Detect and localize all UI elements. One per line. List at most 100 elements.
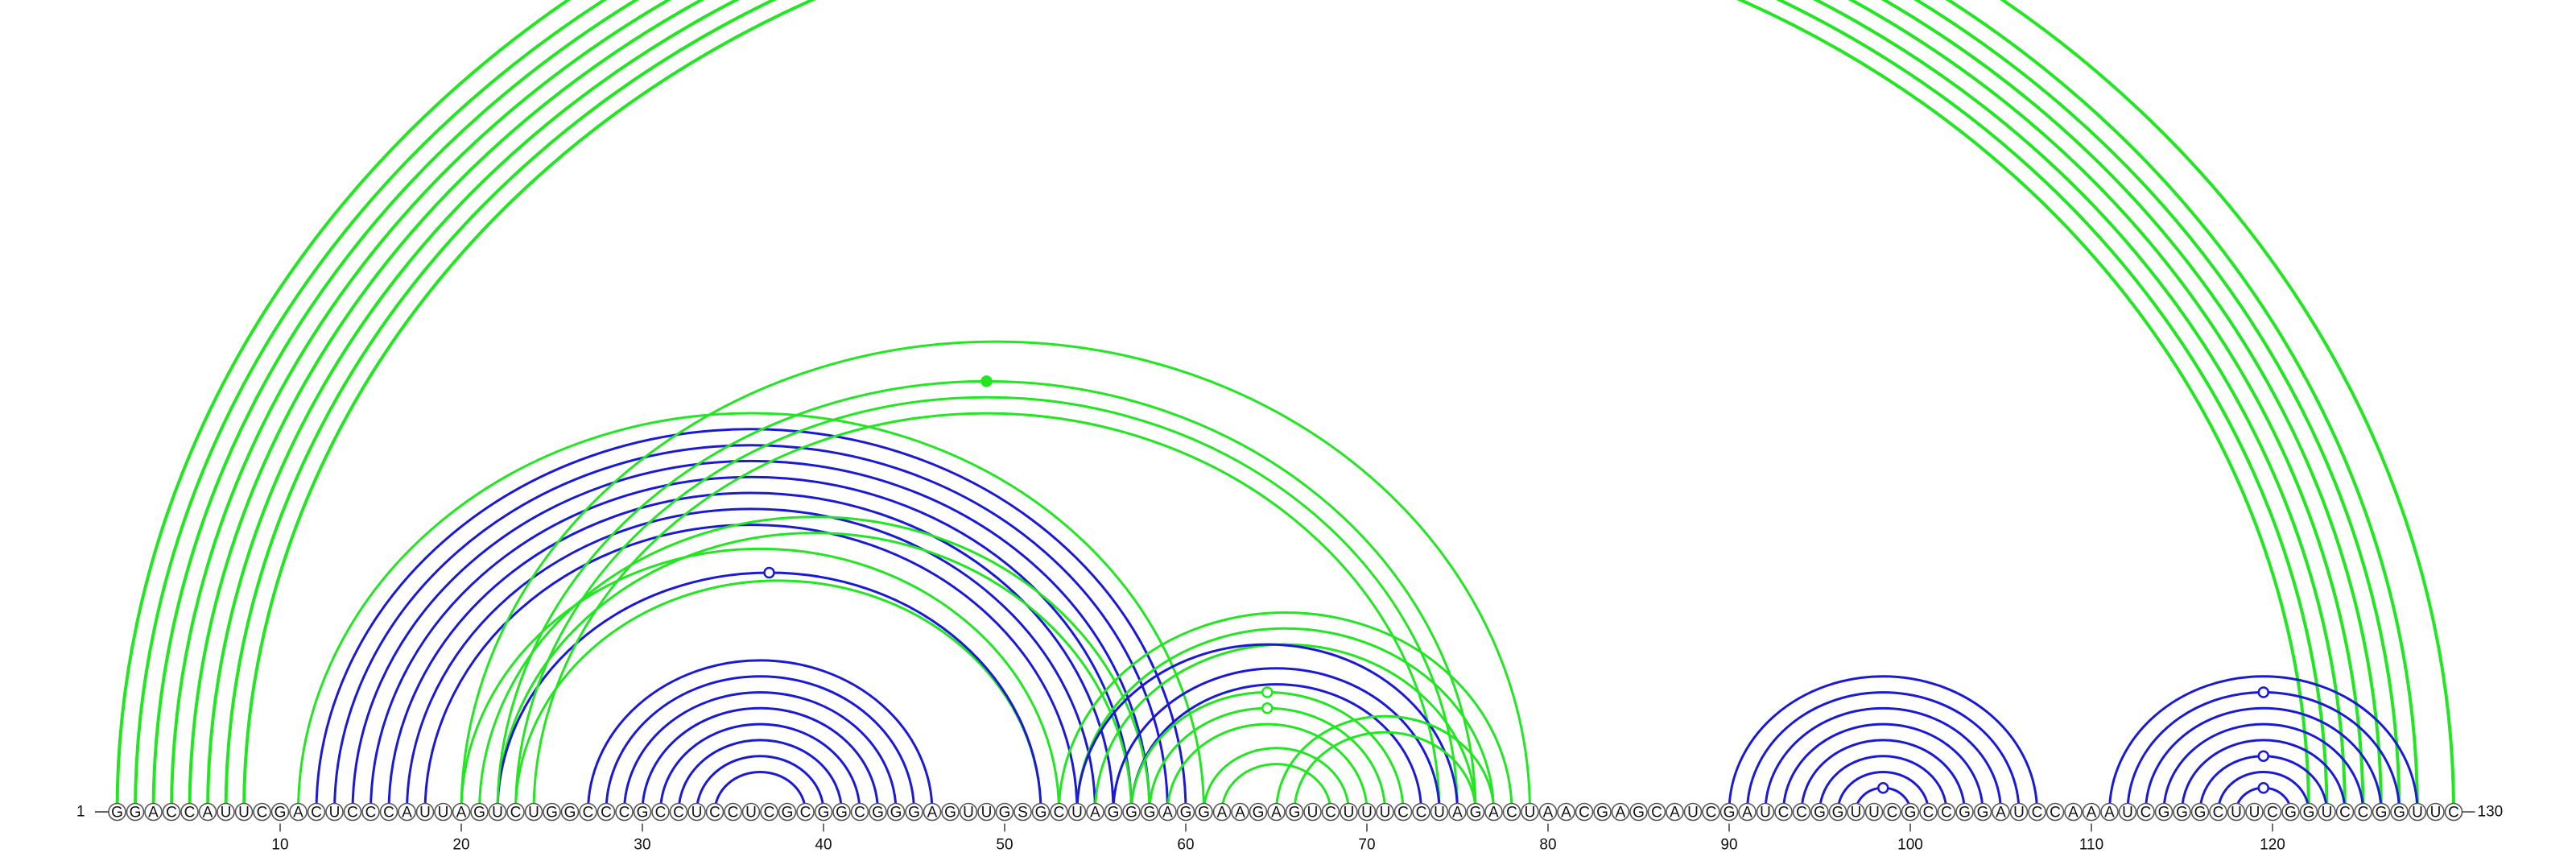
nucleotide-circle (1992, 802, 2010, 822)
nucleotide-letter: G (564, 805, 576, 822)
helix-marker (1261, 702, 1274, 714)
base-pair-arc (514, 395, 1459, 813)
position-tick-label: 30 (634, 837, 650, 854)
nucleotide-letter: U (528, 805, 539, 822)
base-pair-arc (351, 459, 1151, 813)
base-pair-arc (188, 0, 2365, 813)
nucleotide-circle (2426, 802, 2445, 822)
nucleotide: C (361, 802, 380, 822)
nucleotide-letter: A (1452, 805, 1463, 822)
nucleotide-circle (270, 802, 290, 822)
nucleotide-circle (1249, 802, 1268, 822)
nucleotide-letter: C (2358, 805, 2369, 822)
nucleotide: S (1013, 802, 1032, 822)
base-pair-arc (170, 0, 2383, 813)
nucleotide-letter: A (1742, 805, 1752, 822)
nucleotide: A (198, 802, 217, 822)
base-pair-arc (1075, 627, 1495, 813)
nucleotide: A (1666, 802, 1684, 822)
nucleotide-circle (452, 802, 471, 822)
nucleotide: U (434, 802, 452, 822)
nucleotide-letter: C (1887, 805, 1898, 822)
nucleotide: A (1557, 802, 1575, 822)
base-pair-arc (1203, 747, 1350, 813)
nucleotide-letter: U (745, 805, 757, 822)
nucleotide: G (1285, 802, 1304, 822)
nucleotide-letter: A (1271, 805, 1282, 822)
nucleotide-circle (560, 802, 580, 822)
position-tick-label: 80 (1539, 837, 1556, 854)
nucleotide: G (1140, 802, 1159, 822)
nucleotide-circle (2190, 802, 2210, 822)
nucleotide-circle (1158, 802, 1177, 822)
nucleotide-circle (1195, 802, 1213, 822)
nucleotide-circle (941, 802, 960, 822)
nucleotide: G (633, 802, 652, 822)
base-pair-arc (496, 379, 1477, 813)
nucleotide: U (1067, 802, 1087, 822)
nucleotide-letter: C (2140, 805, 2152, 822)
nucleotide-letter: U (221, 805, 232, 822)
nucleotide-circle (1919, 802, 1938, 822)
nucleotide: C (2335, 802, 2355, 822)
nucleotide: C (796, 802, 815, 822)
nucleotide-letter: C (257, 805, 268, 822)
nucleotide-letter: G (275, 805, 287, 822)
nucleotide: A (923, 802, 942, 822)
nucleotide-circle (1212, 802, 1232, 822)
nucleotide: A (289, 802, 308, 822)
base-pair-arc (333, 444, 1169, 813)
nucleotide-letter: C (655, 805, 667, 822)
nucleotide-circle (778, 802, 797, 822)
nucleotide-letter: C (2267, 805, 2278, 822)
nucleotide-letter: G (1108, 805, 1120, 822)
nucleotide-letter: C (709, 805, 720, 822)
base-pair-arc (297, 412, 1205, 813)
nucleotide: G (1249, 802, 1268, 822)
nucleotide: C (162, 802, 181, 822)
nucleotide: A (1086, 802, 1104, 822)
nucleotide-circle (2335, 802, 2355, 822)
position-tick-label: 50 (996, 837, 1013, 854)
nucleotide-letter: A (1235, 805, 1245, 822)
nucleotide-letter: A (2068, 805, 2079, 822)
nucleotide-circle (1067, 802, 1087, 822)
nucleotide-letter: G (546, 805, 558, 822)
nucleotide-circle (1484, 802, 1503, 822)
nucleotide-circle (1031, 802, 1051, 822)
nucleotide: U (524, 802, 543, 822)
nucleotide-letter: A (1543, 805, 1554, 822)
nucleotide-letter: U (2231, 805, 2242, 822)
nucleotide-circle (2408, 802, 2427, 822)
nucleotide-circle (1466, 802, 1485, 822)
nucleotide-letter: G (1180, 805, 1192, 822)
nucleotide-circle (108, 802, 126, 822)
nucleotide-letter: A (148, 805, 159, 822)
nucleotide-letter: G (944, 805, 956, 822)
nucleotide: U (977, 802, 996, 822)
nucleotide-circle (1231, 802, 1249, 822)
nucleotide-letter: C (1325, 805, 1336, 822)
nucleotide: U (2408, 802, 2427, 822)
base-pair-arc (460, 340, 1531, 813)
nucleotide: G (1901, 802, 1920, 822)
nucleotide-circle (1521, 802, 1539, 822)
nucleotide: A (1231, 802, 1249, 822)
nucleotide-letter: A (2087, 805, 2097, 822)
base-pair-arc (423, 524, 1079, 813)
nucleotide-circle (307, 802, 326, 822)
nucleotide-circle (1502, 802, 1521, 822)
nucleotide-circle (1593, 802, 1612, 822)
nucleotide-circle (2372, 802, 2391, 822)
nucleotide-letter: C (1923, 805, 1934, 822)
nucleotide-circle (1122, 802, 1141, 822)
nucleotide-letter: G (782, 805, 794, 822)
nucleotide-letter: G (1905, 805, 1917, 822)
nucleotide-circle (1792, 802, 1811, 822)
nucleotide-circle (1050, 802, 1068, 822)
nucleotide-letter: S (1018, 805, 1028, 822)
nucleotide-letter: G (473, 805, 485, 822)
nucleotide: G (108, 802, 126, 822)
helix-marker (2257, 750, 2269, 762)
nucleotide: G (941, 802, 960, 822)
